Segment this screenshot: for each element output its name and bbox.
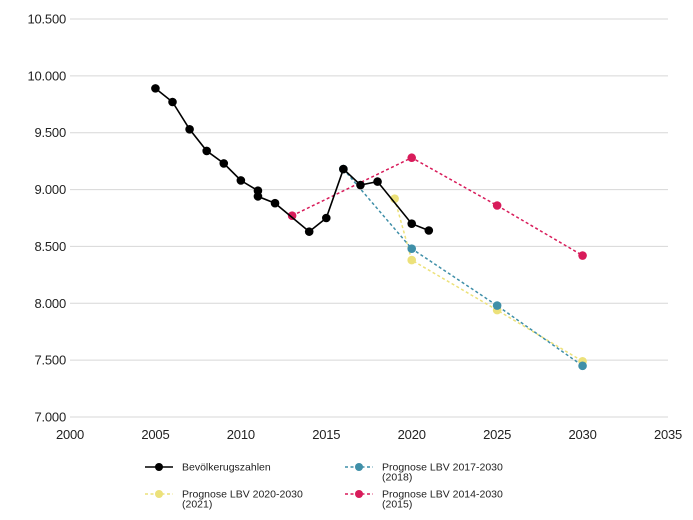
data-point xyxy=(253,192,263,201)
x-tick-label: 2005 xyxy=(141,427,169,442)
series-line xyxy=(393,198,583,362)
legend-item: Bevölkerugszahlen xyxy=(145,462,271,474)
data-point xyxy=(492,301,502,310)
legend-label: Bevölkerugszahlen xyxy=(182,462,271,474)
data-point xyxy=(270,198,280,208)
legend-swatch-marker xyxy=(155,490,163,498)
x-tick-label: 2025 xyxy=(483,427,511,442)
data-point xyxy=(407,255,417,265)
data-point xyxy=(407,244,417,254)
series-1 xyxy=(339,164,587,371)
series-line xyxy=(342,168,584,367)
y-tick-label: 10.500 xyxy=(27,12,66,27)
legend-swatch-marker xyxy=(355,463,363,471)
legend-label: Prognose LBV 2014-2030 (2015) xyxy=(382,489,503,511)
y-tick-label: 9.500 xyxy=(34,125,66,140)
y-tick-label: 8.000 xyxy=(34,296,66,311)
data-point xyxy=(424,226,434,235)
series-3 xyxy=(287,153,587,260)
data-point xyxy=(202,146,211,156)
legend-item: Prognose LBV 2020-2030 (2021) xyxy=(145,489,303,511)
data-point xyxy=(578,251,587,260)
y-tick-label: 7.000 xyxy=(34,410,66,425)
series-layer xyxy=(151,84,587,371)
data-point xyxy=(578,361,587,371)
data-point xyxy=(321,213,331,223)
data-point xyxy=(407,153,417,163)
data-point xyxy=(287,211,297,221)
x-tick-label: 2010 xyxy=(227,427,255,442)
x-tick-label: 2020 xyxy=(398,427,426,442)
y-tick-label: 8.500 xyxy=(34,239,66,254)
x-tick-label: 2030 xyxy=(569,427,597,442)
legend-label: Prognose LBV 2017-2030 (2018) xyxy=(382,462,503,484)
data-point xyxy=(356,180,365,190)
x-tick-label: 2035 xyxy=(654,427,682,442)
data-point xyxy=(492,201,502,210)
series-line xyxy=(154,87,430,233)
data-point xyxy=(304,227,314,236)
x-tick-label: 2000 xyxy=(56,427,84,442)
series-line xyxy=(291,156,583,257)
data-point xyxy=(407,219,417,228)
legend-item: Prognose LBV 2017-2030 (2018) xyxy=(345,462,503,484)
data-point xyxy=(236,176,246,185)
axis-labels: 7.000 7.500 8.000 8.500 9.000 9.500 10.000 10.5… xyxy=(27,12,682,443)
y-tick-label: 10.000 xyxy=(27,68,66,83)
data-point xyxy=(339,164,348,174)
legend-item: Prognose LBV 2014-2030 (2015) xyxy=(345,489,503,511)
data-point xyxy=(219,159,229,168)
data-point xyxy=(151,84,160,93)
series-0 xyxy=(151,84,434,236)
y-tick-label: 9.000 xyxy=(34,182,66,197)
series-2 xyxy=(390,194,587,366)
data-point xyxy=(185,125,194,134)
x-tick-label: 2015 xyxy=(312,427,340,442)
legend: Bevölkerugszahlen Prognose LBV 2017-2030(… xyxy=(145,462,503,511)
legend-label: Prognose LBV 2020-2030 (2021) xyxy=(182,489,303,511)
grid-layer xyxy=(70,18,668,418)
data-point xyxy=(373,177,382,186)
y-tick-label: 7.500 xyxy=(34,353,66,368)
data-point xyxy=(168,97,177,107)
legend-swatch-marker xyxy=(355,490,363,498)
legend-swatch-marker xyxy=(155,463,163,471)
